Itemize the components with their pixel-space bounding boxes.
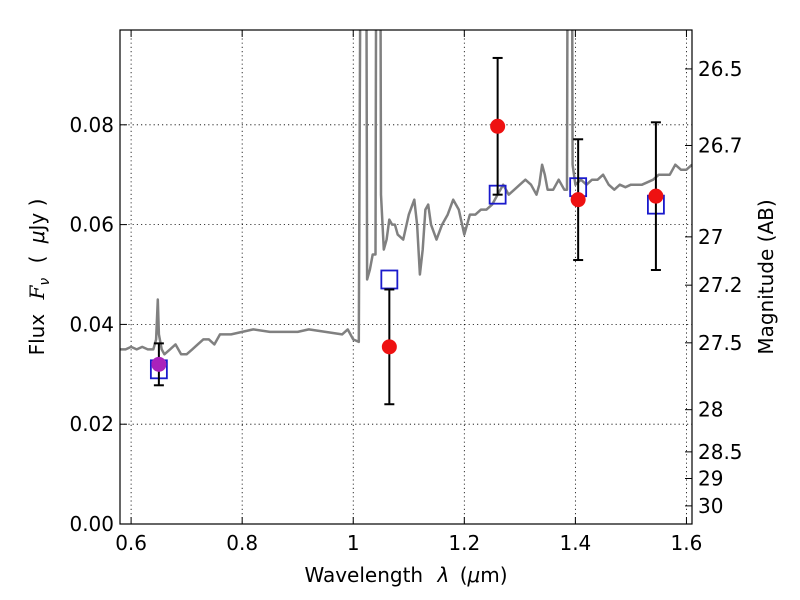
x-tick-label: 1.2 xyxy=(448,531,480,555)
y2-axis-label: Magnitude (AB) xyxy=(754,199,778,354)
y-tick-label: 0.02 xyxy=(69,412,114,436)
y2-tick-label: 28 xyxy=(698,398,723,422)
y2-tick-label: 26.7 xyxy=(698,133,743,157)
observed-photometry-point xyxy=(570,192,586,208)
y-axis-label-symbol: F xyxy=(25,284,49,300)
x-tick-label: 0.6 xyxy=(115,531,147,555)
plot-frame xyxy=(119,29,693,525)
x-axis-label-prefix: Wavelength xyxy=(304,563,423,587)
observed-photometry-point xyxy=(151,356,167,372)
x-tick-label: 0.8 xyxy=(226,531,258,555)
y2-tick-label: 27 xyxy=(698,225,723,249)
y-axis-label-unit-mu: μ xyxy=(25,230,49,244)
tick-labels: 0.6 0.8 1 1.2 1.4 1.6 0.00 0.02 0.04 0.06 0.08 26.5… xyxy=(69,57,742,555)
y2-tick-label: 27.5 xyxy=(698,331,743,355)
y2-tick-label: 27.2 xyxy=(698,273,743,297)
y2-tick-label: 30 xyxy=(698,494,723,518)
x-tick-label: 1.4 xyxy=(559,531,591,555)
x-axis-label-symbol: λ xyxy=(436,563,449,587)
series-layer xyxy=(120,30,692,356)
plot-background xyxy=(120,30,692,524)
x-axis-label: Wavelength λ (μm) xyxy=(304,563,507,587)
y-tick-label: 0.06 xyxy=(69,213,114,237)
observed-photometry-point xyxy=(648,188,664,204)
observed-photometry-point xyxy=(381,339,397,355)
x-axis-label-unit-open: ( xyxy=(460,563,468,587)
y-tick-label: 0.04 xyxy=(69,312,114,336)
marker-layer xyxy=(149,56,665,406)
observed-photometry-point xyxy=(490,118,506,134)
y2-tick-label: 26.5 xyxy=(698,57,743,81)
y2-tick-label: 28.5 xyxy=(698,440,743,464)
x-tick-label: 1 xyxy=(347,531,360,555)
spectrum-line xyxy=(120,30,692,356)
ticks xyxy=(120,30,692,525)
y-axis-label-unit-rest: Jy ) xyxy=(25,199,49,233)
y-tick-label: 0.00 xyxy=(69,512,114,536)
x-tick-label: 1.6 xyxy=(671,531,703,555)
x-axis-label-unit-mu: μ xyxy=(467,563,481,587)
y-axis-label-unit-open: ( xyxy=(25,256,49,264)
y-axis-label-prefix: Flux xyxy=(25,314,49,356)
y2-tick-label: 29 xyxy=(698,466,723,490)
y-axis-label: Flux Fν ( μJy ) xyxy=(25,199,54,356)
y-axis-label-subscript: ν xyxy=(37,278,53,286)
x-axis-label-unit-rest: m) xyxy=(480,563,507,587)
y-tick-label: 0.08 xyxy=(69,113,114,137)
